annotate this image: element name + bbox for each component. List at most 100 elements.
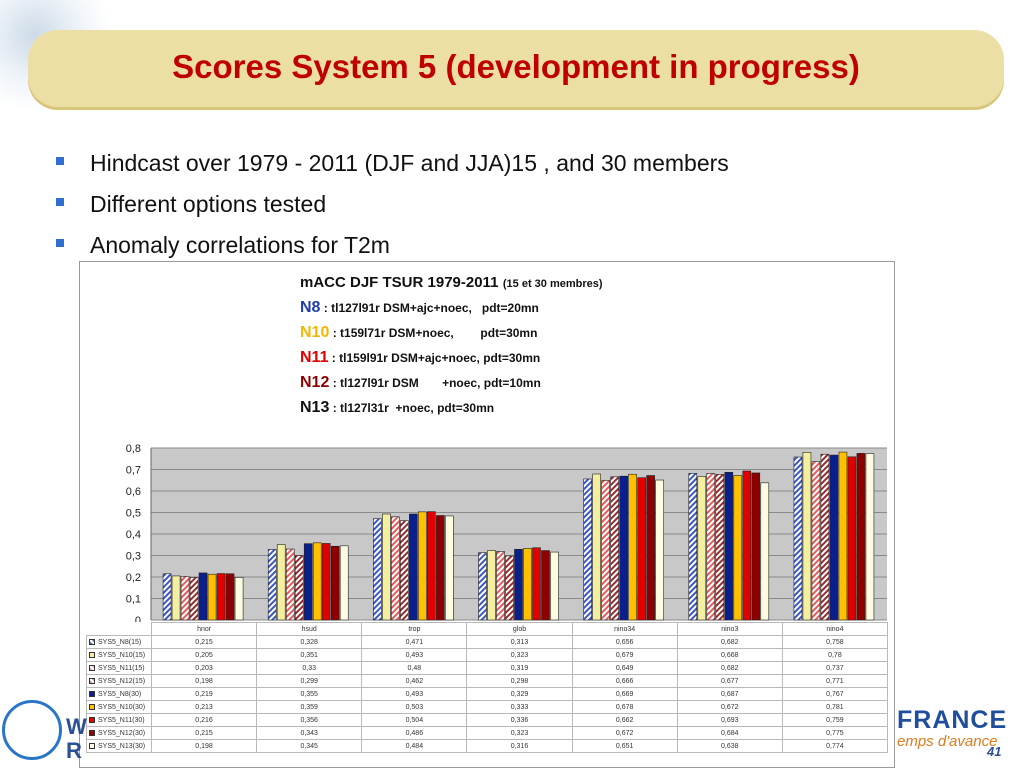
table-row: SYS5_N11(30) 0,216 0,356 0,504 0,336 0,662 0,6… xyxy=(86,713,888,727)
table-row: SYS5_N13(30) 0,198 0,345 0,484 0,316 0,651 0,6… xyxy=(86,739,888,753)
series-name-cell: SYS5_N8(15) xyxy=(86,635,152,649)
value-cell: 0,203 xyxy=(150,661,258,675)
bar xyxy=(523,548,532,621)
caption-line-n12: N12 : tl127l91r DSM +noec, pdt=10mn xyxy=(300,374,603,399)
value-cell: 0,78 xyxy=(781,648,888,662)
table-corner xyxy=(87,623,152,636)
caption-desc: tl159l91r DSM+ajc+noec, pdt=30mn xyxy=(339,351,541,365)
category-label: glob xyxy=(466,622,573,636)
series-name: SYS5_N13(30) xyxy=(98,742,146,750)
bar xyxy=(760,482,770,621)
y-tick-label: 0,7 xyxy=(126,465,141,477)
category-label: nino34 xyxy=(571,622,678,636)
data-table: hnor hsud trop glob nino34 nino3 nino4 SYS5_N8… xyxy=(86,622,888,753)
bar xyxy=(294,555,304,621)
legend-swatch xyxy=(89,703,95,710)
value-cell: 0,198 xyxy=(150,674,258,688)
value-cell: 0,298 xyxy=(466,674,573,688)
bar xyxy=(733,475,743,621)
value-cell: 0,693 xyxy=(676,713,783,727)
value-cell: 0,666 xyxy=(571,674,678,688)
value-cell: 0,219 xyxy=(150,687,258,701)
wmo-logo-line1: W xyxy=(66,714,87,739)
bullet-text: Hindcast over 1979 - 2011 (DJF and JJA)1… xyxy=(90,150,729,176)
bar xyxy=(216,573,226,621)
bar xyxy=(811,461,821,621)
bar xyxy=(171,575,181,621)
bar xyxy=(418,511,427,621)
caption-line-n8: N8 : tl127l91r DSM+ajc+noec, pdt=20mn xyxy=(300,299,603,324)
value-cell: 0,672 xyxy=(676,700,783,714)
value-cell: 0,329 xyxy=(466,687,573,701)
value-cell: 0,774 xyxy=(781,739,888,753)
value-cell: 0,668 xyxy=(676,648,783,662)
y-tick-label: 0,2 xyxy=(126,572,141,584)
chart-caption: mACC DJF TSUR 1979-2011 (15 et 30 membre… xyxy=(300,274,603,424)
caption-code: N13 xyxy=(300,399,330,416)
value-cell: 0,649 xyxy=(571,661,678,675)
wmo-logo-line2: R xyxy=(66,738,82,763)
value-cell: 0,351 xyxy=(256,648,363,662)
bar xyxy=(373,518,382,621)
caption-sep: : xyxy=(329,326,341,340)
value-cell: 0,198 xyxy=(150,739,258,753)
table-row: SYS5_N8(15) 0,215 0,328 0,471 0,313 0,656 0,68… xyxy=(86,635,888,649)
y-tick-label: 0,6 xyxy=(126,486,141,498)
caption-main-small: (15 et 30 membres) xyxy=(502,278,603,290)
wmo-logo-text: W R xyxy=(66,715,87,763)
category-label: hnor xyxy=(150,622,258,636)
caption-sep: : xyxy=(328,351,340,365)
bullet-item: Anomaly correlations for T2m xyxy=(52,230,729,271)
caption-sep: : xyxy=(329,376,341,390)
bar xyxy=(496,551,505,621)
caption-desc: t159l71r DSM+noec, pdt=30mn xyxy=(340,326,538,340)
value-cell: 0,678 xyxy=(571,700,678,714)
bar xyxy=(583,478,592,621)
bullet-text: Anomaly correlations for T2m xyxy=(90,232,390,258)
legend-swatch xyxy=(89,638,95,645)
series-name: SYS5_N8(30) xyxy=(98,690,142,698)
value-cell: 0,355 xyxy=(256,687,363,701)
caption-line-n11: N11 : tl159l91r DSM+ajc+noec, pdt=30mn xyxy=(300,349,603,374)
bar xyxy=(742,470,752,621)
caption-desc: tl127l31r +noec, pdt=30mn xyxy=(340,401,495,415)
value-cell: 0,486 xyxy=(361,726,468,740)
title-band xyxy=(28,30,1004,110)
value-cell: 0,493 xyxy=(361,648,468,662)
legend-swatch xyxy=(89,742,95,749)
series-name: SYS5_N10(15) xyxy=(98,651,146,659)
table-row: SYS5_N12(30) 0,215 0,343 0,486 0,323 0,672 0,6… xyxy=(86,726,888,740)
bar xyxy=(445,515,454,621)
legend-swatch xyxy=(89,729,95,736)
value-cell: 0,677 xyxy=(676,674,783,688)
bar xyxy=(321,543,331,621)
value-cell: 0,656 xyxy=(571,635,678,649)
caption-code: N12 xyxy=(300,374,330,391)
bar xyxy=(646,475,655,621)
value-cell: 0,333 xyxy=(466,700,573,714)
y-tick-label: 0,4 xyxy=(126,529,141,541)
caption-sep: : xyxy=(320,301,332,315)
bar xyxy=(688,473,698,621)
bar xyxy=(820,453,830,621)
wmo-logo-icon xyxy=(2,700,62,760)
bar xyxy=(436,515,445,621)
caption-code: N8 xyxy=(300,299,321,316)
bar xyxy=(724,471,734,621)
data-table-header: hnor hsud trop glob nino34 nino3 nino4 xyxy=(87,622,888,636)
value-cell: 0,213 xyxy=(150,700,258,714)
value-cell: 0,781 xyxy=(781,700,888,714)
series-name: SYS5_N11(30) xyxy=(98,716,145,724)
bar xyxy=(610,476,619,621)
legend-swatch xyxy=(89,690,95,697)
value-cell: 0,669 xyxy=(571,687,678,701)
legend-swatch xyxy=(89,651,95,658)
bar xyxy=(838,451,848,621)
bar xyxy=(276,544,286,621)
series-name: SYS5_N10(30) xyxy=(98,703,146,711)
category-label: trop xyxy=(361,622,468,636)
bar xyxy=(478,552,487,621)
value-cell: 0,638 xyxy=(676,739,783,753)
value-cell: 0,215 xyxy=(150,635,258,649)
